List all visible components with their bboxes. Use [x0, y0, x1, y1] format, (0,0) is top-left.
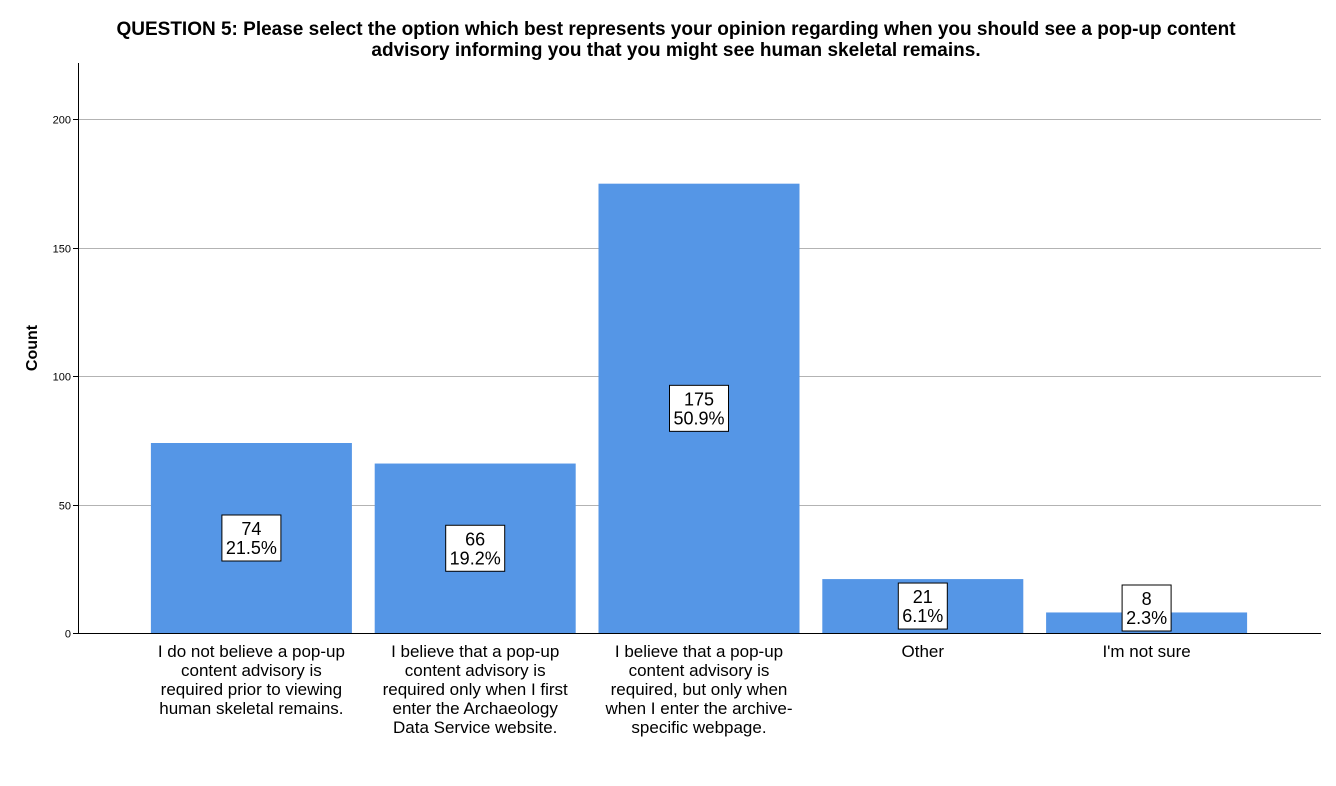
- x-tick-label: Other: [808, 642, 1038, 661]
- x-tick-label-line: human skeletal remains.: [159, 699, 344, 718]
- y-tick-label: 200: [53, 115, 71, 127]
- data-label-box: [221, 514, 282, 562]
- data-label-box: [1121, 584, 1172, 632]
- x-tick-label-line: when I enter the archive-: [605, 699, 793, 718]
- x-tick-label-line: I'm not sure: [1102, 642, 1191, 661]
- x-tick-label-line: Data Service website.: [392, 718, 558, 737]
- y-tick-label: 0: [65, 629, 71, 641]
- x-tick-label-line: required, but only when: [610, 680, 788, 699]
- x-tick-label-line: content advisory is: [180, 661, 322, 680]
- x-tick-label-line: Other: [901, 642, 945, 661]
- data-label-count: 66: [465, 529, 485, 549]
- data-label-percent: 19.2%: [450, 548, 501, 568]
- x-tick-label-line: I believe that a pop-up: [391, 642, 560, 661]
- x-tick-label-line: required only when I first: [382, 680, 568, 699]
- x-tick-label-line: I believe that a pop-up: [614, 642, 784, 661]
- chart-title-line-2: advisory informing you that you might se…: [371, 40, 981, 61]
- x-tick-label: I believe that a pop-up content advisory …: [360, 642, 590, 737]
- data-label-percent: 50.9%: [673, 408, 724, 428]
- data-label-box: [669, 384, 729, 432]
- data-label-box: [897, 582, 948, 630]
- y-tick-label: 50: [59, 501, 71, 513]
- x-tick-label-line: enter the Archaeology: [392, 699, 558, 718]
- x-tick-label-line: content advisory is: [404, 661, 546, 680]
- data-label-count: 8: [1142, 589, 1152, 609]
- chart-title-line-1: QUESTION 5: Please select the option whi…: [116, 19, 1236, 40]
- x-tick-label-line: I do not believe a pop-up: [157, 642, 345, 661]
- x-tick-label: I believe that a pop-up content advisory …: [584, 642, 814, 737]
- data-label-box: [445, 524, 506, 572]
- x-tick-label-line: required prior to viewing: [160, 680, 343, 699]
- x-tick-label-line: specific webpage.: [631, 718, 767, 737]
- x-tick-label: I do not believe a pop-up content advisor…: [136, 642, 366, 718]
- data-label-count: 175: [684, 389, 714, 409]
- x-tick-label: I'm not sure: [1032, 642, 1262, 661]
- data-label-count: 74: [241, 519, 261, 539]
- x-tick-label-line: content advisory is: [628, 661, 770, 680]
- y-tick-label: 150: [53, 244, 71, 256]
- data-label-percent: 21.5%: [226, 538, 277, 558]
- chart-title: QUESTION 5: Please select the option whi…: [0, 19, 1336, 61]
- y-tick-label: 100: [53, 372, 71, 384]
- data-label-percent: 6.1%: [902, 606, 943, 626]
- y-axis-label: Count: [24, 324, 41, 371]
- data-label-percent: 2.3%: [1126, 608, 1167, 628]
- data-label-count: 21: [913, 587, 933, 607]
